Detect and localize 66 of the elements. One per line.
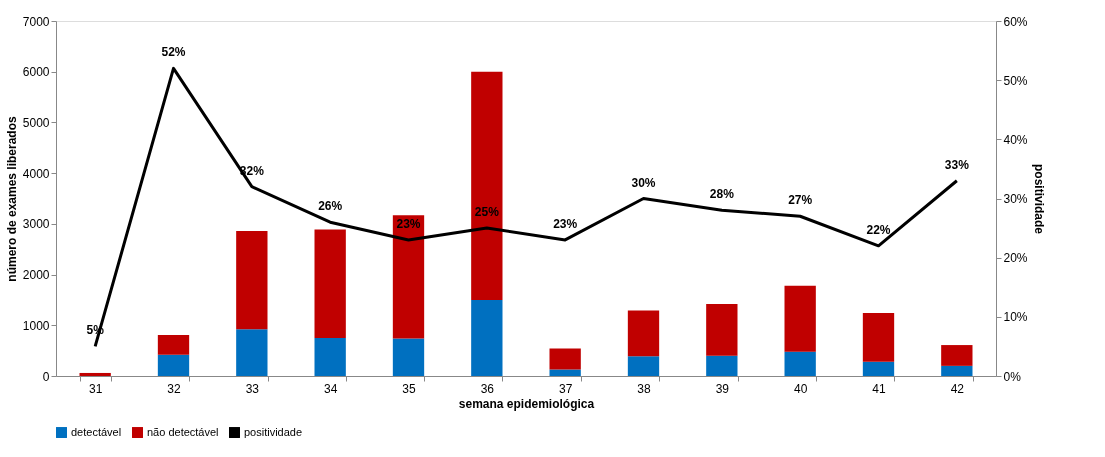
bar [236,329,268,376]
y-tick-label: 5000 [22,115,50,130]
bar [314,337,346,376]
x-tick-label: 36 [480,381,495,396]
bar [471,299,503,376]
bar [392,338,425,376]
bar [706,303,738,356]
x-tick-label: 40 [793,381,808,396]
y2-tick-label: 20% [1003,251,1028,266]
y2-axis-title: positividade [1031,163,1046,235]
bar [784,351,816,376]
y-tick-label: 3000 [22,217,50,232]
y-tick-label: 7000 [22,14,50,29]
bar [549,348,581,370]
y-tick-label: 1000 [22,318,50,333]
x-tick-label: 34 [323,381,338,396]
y-tick-label: 6000 [22,65,50,80]
y2-tick-label: 0% [1003,369,1022,384]
bar [157,354,190,376]
bar [862,313,895,362]
bar [627,310,660,357]
bar [941,345,973,366]
data-label: 27% [788,193,813,208]
bar [862,361,895,376]
legend-label: não detectável [147,425,219,438]
x-tick-label: 38 [637,381,651,396]
x-axis-title: semana epidemiológica [458,396,595,411]
data-label: 33% [944,157,970,172]
x-tick-label: 32 [167,381,181,396]
bar [157,334,190,355]
x-tick-label: 31 [88,381,103,396]
data-label: 22% [866,222,891,237]
bar [471,71,503,300]
x-tick-label: 37 [558,381,573,396]
data-label: 26% [318,199,343,214]
data-label: 23% [553,216,578,231]
y-tick-label: 2000 [22,268,50,283]
bar [79,372,111,376]
x-tick-label: 42 [950,381,965,396]
y2-tick-label: 10% [1003,310,1028,325]
bar [236,230,268,330]
bar [784,285,816,352]
x-tick-label: 33 [245,381,260,396]
x-tick-label: 35 [402,381,416,396]
bar [627,356,660,376]
data-label: 52% [161,45,186,60]
bar [392,215,425,339]
bar [314,229,346,338]
x-tick-label: 41 [872,381,886,396]
bar [941,365,973,376]
y-axis-title: número de exames liberados [4,115,19,282]
y2-tick-label: 60% [1003,14,1028,29]
y2-tick-label: 40% [1003,132,1028,147]
legend-label: positividade [244,425,303,438]
data-label: 28% [709,187,735,202]
y2-tick-label: 30% [1003,192,1028,206]
bar [706,355,738,376]
data-label: 30% [631,175,656,190]
y2-tick-label: 50% [1003,73,1028,88]
legend-label: detectável [71,425,122,438]
x-tick-label: 39 [715,381,730,396]
y-tick-label: 0 [42,369,50,384]
data-label: 23% [396,216,421,231]
bar [549,369,581,376]
data-label: 25% [474,205,500,220]
y-tick-label: 4000 [22,166,50,181]
